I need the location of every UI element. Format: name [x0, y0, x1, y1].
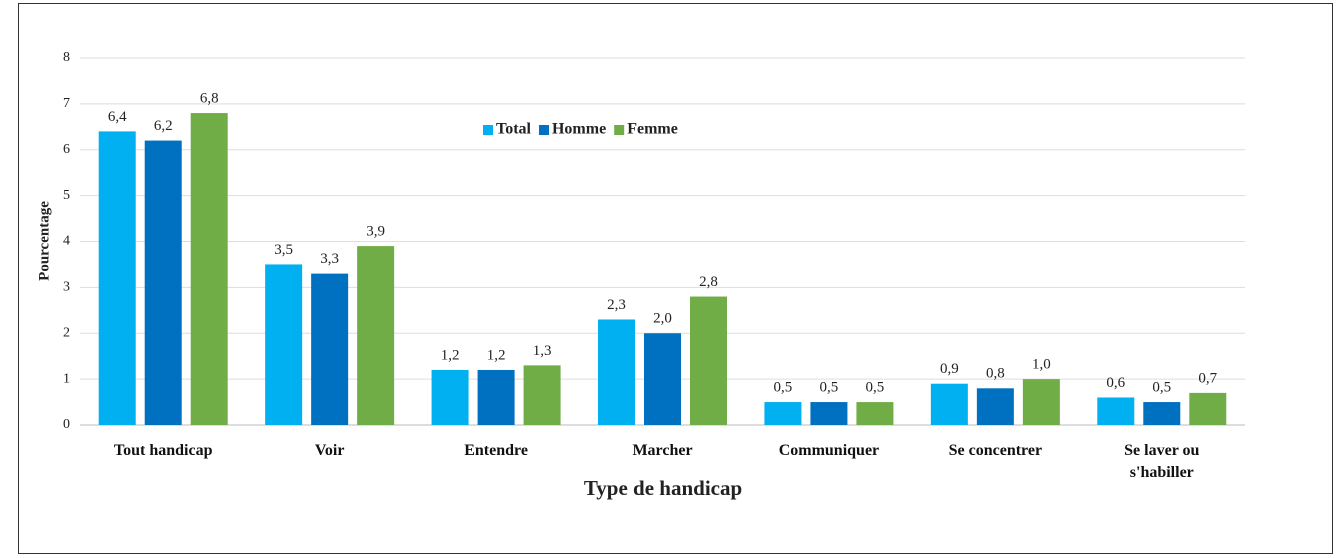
- x-axis-label: Type de handicap: [584, 476, 742, 500]
- bar: [690, 296, 727, 425]
- bar: [1189, 392, 1227, 425]
- value-label: 2,0: [653, 311, 672, 327]
- bar: [265, 264, 303, 425]
- y-tick-label: 2: [63, 325, 70, 340]
- value-label: 0,8: [986, 366, 1005, 382]
- value-label: 2,8: [699, 274, 718, 290]
- value-label: 0,9: [940, 361, 959, 377]
- x-tick-label: Se laver ou s'habiller: [1124, 442, 1200, 481]
- bar: [598, 319, 635, 425]
- y-tick-label: 6: [63, 142, 70, 157]
- value-label: 6,8: [200, 90, 219, 106]
- bar: [523, 365, 561, 425]
- bar: [431, 369, 469, 425]
- value-label: 0,5: [1152, 380, 1171, 396]
- value-label: 1,3: [533, 343, 552, 359]
- bar: [856, 402, 894, 425]
- y-tick-label: 4: [63, 234, 70, 249]
- value-label: 0,5: [866, 380, 885, 396]
- bar: [810, 402, 848, 425]
- x-tick-label: Voir: [314, 442, 345, 459]
- bar: [644, 333, 681, 425]
- frame: [18, 3, 1333, 554]
- bar: [477, 369, 515, 425]
- value-label: 0,7: [1198, 370, 1217, 386]
- legend-swatch: [538, 125, 549, 135]
- value-label: 3,9: [366, 224, 385, 240]
- value-label: 0,5: [820, 380, 839, 396]
- legend-swatch: [483, 125, 493, 135]
- x-tick-label: Se concentrer: [948, 442, 1043, 459]
- y-tick-label: 0: [63, 417, 70, 432]
- bar: [976, 388, 1014, 425]
- bar: [1143, 402, 1181, 425]
- bar: [930, 383, 968, 425]
- bar: [311, 273, 349, 425]
- y-tick-label: 7: [63, 96, 70, 111]
- y-tick-label: 5: [63, 188, 70, 203]
- bar: [190, 113, 228, 426]
- value-label: 0,5: [774, 380, 793, 396]
- bar: [1022, 379, 1060, 425]
- y-tick-label: 3: [63, 280, 70, 295]
- value-label: 1,0: [1032, 357, 1051, 373]
- legend-swatch: [614, 125, 625, 135]
- y-tick-label: 8: [63, 50, 70, 65]
- x-tick-label: Communiquer: [778, 442, 880, 459]
- y-tick-label: 1: [63, 371, 70, 386]
- bar: [764, 402, 802, 425]
- bar: [144, 140, 182, 425]
- value-label: 3,3: [320, 251, 339, 267]
- y-axis-label: Pourcentage: [36, 201, 52, 281]
- value-label: 3,5: [274, 242, 293, 258]
- legend-label: Femme: [627, 121, 678, 138]
- x-tick-label: Entendre: [464, 442, 528, 459]
- x-tick-label: Marcher: [632, 442, 693, 459]
- bar: [1097, 397, 1135, 425]
- x-tick-label: Tout handicap: [113, 442, 213, 459]
- bar: [98, 131, 136, 425]
- value-label: 0,6: [1106, 375, 1125, 391]
- value-label: 1,2: [441, 347, 460, 363]
- legend-label: Total: [496, 121, 532, 138]
- legend-label: Homme: [552, 121, 606, 138]
- value-label: 6,4: [108, 109, 127, 125]
- bar: [357, 246, 395, 425]
- value-label: 2,3: [607, 297, 626, 313]
- value-label: 6,2: [154, 118, 173, 134]
- value-label: 1,2: [487, 347, 506, 363]
